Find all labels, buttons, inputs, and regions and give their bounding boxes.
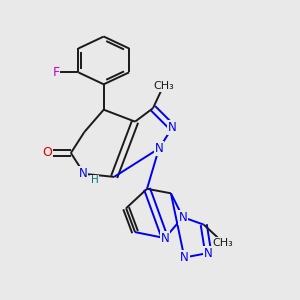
Text: N: N bbox=[168, 121, 177, 134]
Text: N: N bbox=[154, 142, 163, 155]
Text: CH₃: CH₃ bbox=[213, 238, 233, 248]
Text: O: O bbox=[42, 146, 52, 160]
Text: CH₃: CH₃ bbox=[153, 81, 174, 91]
Text: H: H bbox=[91, 176, 99, 185]
Text: N: N bbox=[204, 247, 213, 260]
Text: N: N bbox=[180, 251, 189, 264]
Text: F: F bbox=[52, 66, 59, 79]
Text: N: N bbox=[78, 167, 87, 180]
Text: N: N bbox=[178, 211, 187, 224]
Text: N: N bbox=[160, 232, 169, 244]
